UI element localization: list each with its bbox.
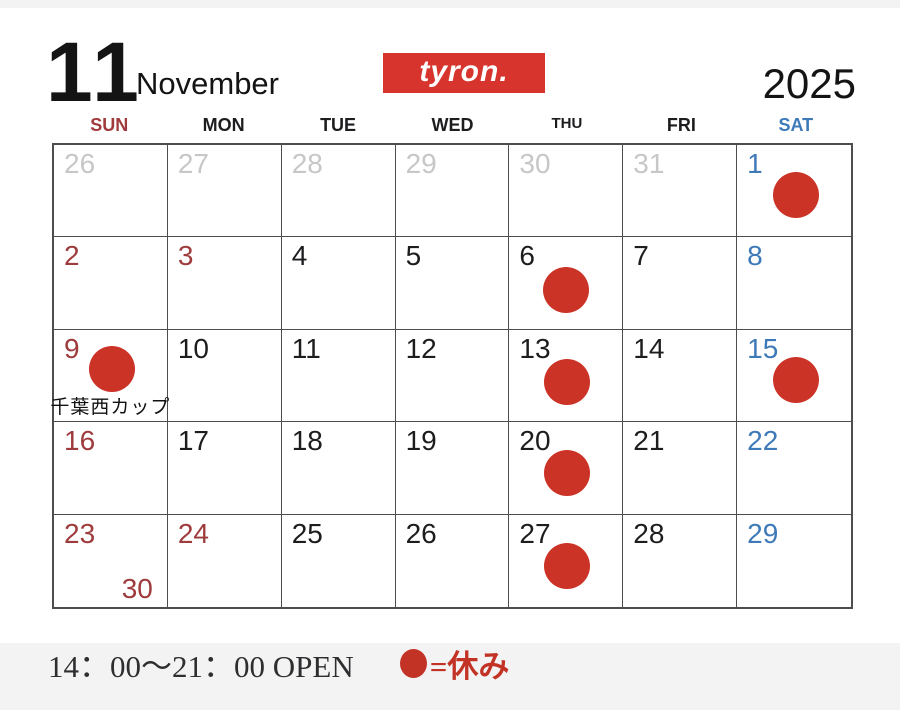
calendar-cell-saturday-1: 1	[737, 145, 851, 238]
day-number: 8	[747, 240, 763, 272]
calendar-cell-saturday-8: 8	[737, 237, 851, 330]
calendar-cell-normal-18: 18	[281, 422, 396, 515]
calendar-grid: 26 27 28 29 30 31 1 2 3 4 5 6 7 8 9 千葉西カップ 10 11 12 13 14 15 1…	[50, 143, 853, 609]
closed-day-dot-icon	[543, 543, 590, 590]
day-number: 14	[633, 332, 665, 364]
calendar-cell-normal-12: 12	[395, 329, 510, 423]
calendar-cell-sunday-2: 2	[54, 237, 168, 330]
closed-day-dot-icon	[542, 267, 589, 314]
calendar-cell-normal-28: 28	[623, 514, 738, 607]
brand-logo-text: tyron.	[419, 55, 509, 88]
day-number: 26	[405, 517, 437, 549]
calendar-cell-normal-27: 27	[509, 514, 624, 607]
day-number: 20	[519, 425, 551, 457]
day-number: 17	[177, 425, 209, 457]
calendar-cell-muted-28: 28	[281, 145, 396, 238]
brand-logo: tyron.	[383, 53, 545, 93]
day-number: 23	[64, 517, 96, 549]
day-number: 3	[177, 240, 194, 272]
calendar-cell-sunday-9: 9 千葉西カップ	[50, 329, 169, 423]
day-number: 21	[633, 425, 665, 457]
closed-legend: =休み	[399, 641, 510, 686]
calendar-cell-sunday-23: 23 30	[54, 514, 168, 607]
day-number: 26	[64, 148, 96, 179]
calendar-cell-holiday-24: 24	[168, 514, 282, 607]
calendar-cell-muted-30: 30	[509, 145, 624, 238]
day-number: 28	[291, 148, 323, 179]
closed-day-dot-icon	[773, 357, 820, 404]
calendar-cell-muted-31: 31	[623, 145, 738, 238]
day-number: 29	[405, 148, 437, 179]
calendar-cell-muted-26: 26	[54, 145, 168, 238]
open-hours-text: 14：00〜21：00 OPEN	[48, 649, 354, 684]
day-number: 11	[291, 332, 321, 364]
calendar-cell-muted-27: 27	[167, 145, 282, 238]
weekday-label-thu: THU	[551, 115, 583, 132]
day-number: 2	[64, 240, 80, 272]
day-number: 19	[405, 425, 437, 457]
calendar-cell-normal-21: 21	[623, 422, 738, 515]
calendar-cell-normal-7: 7	[623, 237, 738, 330]
closed-day-dot-icon	[773, 172, 820, 219]
closed-day-dot-icon	[88, 346, 135, 393]
calendar-cell-normal-26: 26	[396, 514, 510, 607]
month-number: 11	[46, 25, 143, 119]
day-number: 28	[633, 517, 665, 549]
event-note: 千葉西カップ	[50, 397, 171, 419]
calendar-cell-normal-4: 4	[281, 237, 396, 330]
calendar-cell-normal-11: 11	[281, 329, 396, 423]
closed-dot-legend-icon	[399, 649, 427, 678]
calendar-cell-normal-25: 25	[282, 514, 396, 607]
weekday-row: SUN MON TUE WED THU FRI SAT	[52, 115, 853, 136]
footer: 14：00〜21：00 OPEN =休み	[48, 641, 509, 686]
calendar-cell-normal-20: 20	[509, 422, 624, 515]
weekday-label-sat: SAT	[778, 115, 814, 135]
day-number: 1	[747, 148, 763, 179]
calendar-cell-saturday-22: 22	[737, 422, 851, 515]
day-number: 13	[519, 332, 551, 364]
day-number: 15	[747, 332, 779, 364]
closed-day-dot-icon	[543, 358, 590, 405]
closed-day-dot-icon	[543, 450, 590, 497]
calendar-cell-normal-17: 17	[167, 422, 282, 515]
calendar-cell-saturday-29: 29	[737, 515, 851, 607]
calendar-cell-muted-29: 29	[395, 145, 510, 238]
day-number: 4	[291, 240, 308, 272]
day-number: 27	[519, 517, 551, 549]
calendar-cell-saturday-15: 15	[737, 330, 851, 423]
calendar-cell-normal-19: 19	[395, 422, 510, 515]
month-name: November	[136, 66, 279, 101]
calendar-cell-normal-10: 10	[167, 329, 282, 423]
calendar-cell-normal-14: 14	[623, 329, 738, 423]
day-number: 22	[747, 425, 779, 457]
weekday-label-fri: FRI	[666, 115, 696, 135]
calendar-card: 11 November tyron. 2025 SUN MON TUE WED THU F…	[0, 8, 900, 643]
year-label: 2025	[762, 60, 856, 107]
day-number: 16	[64, 425, 96, 457]
extra-day-number: 30	[121, 573, 153, 605]
closed-legend-label: =休み	[429, 649, 510, 684]
calendar-cell-sunday-16: 16	[54, 422, 168, 515]
day-number: 31	[633, 148, 665, 179]
day-number: 10	[177, 332, 209, 364]
weekday-label-wed: WED	[431, 115, 474, 135]
day-number: 24	[177, 517, 209, 549]
weekday-label-sun: SUN	[90, 115, 129, 135]
day-number: 12	[405, 332, 437, 364]
weekday-label-tue: TUE	[320, 115, 357, 135]
day-number: 18	[291, 425, 323, 457]
day-number: 30	[519, 148, 551, 179]
calendar-cell-normal-6: 6	[509, 237, 624, 330]
calendar-cell-normal-5: 5	[395, 237, 510, 330]
calendar-cell-holiday-3: 3	[167, 237, 282, 330]
day-number: 5	[405, 240, 422, 272]
weekday-label-mon: MON	[202, 115, 245, 135]
day-number: 6	[519, 240, 535, 272]
day-number: 27	[177, 148, 209, 179]
calendar-cell-normal-13: 13	[509, 329, 624, 423]
day-number: 29	[747, 517, 779, 549]
day-number: 25	[291, 517, 323, 549]
day-number: 9	[64, 332, 80, 364]
day-number: 7	[633, 240, 649, 272]
